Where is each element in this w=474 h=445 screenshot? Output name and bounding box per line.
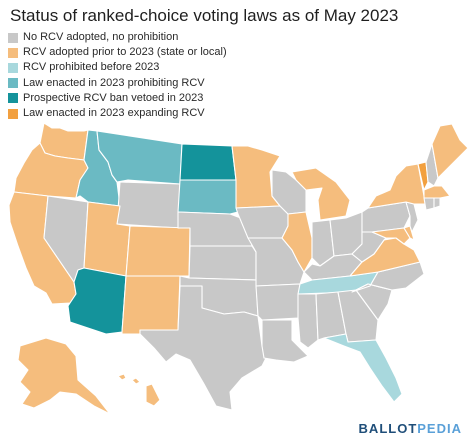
state-RI — [433, 197, 441, 209]
state-FL — [323, 333, 403, 403]
state-NY — [367, 163, 427, 209]
state-IL — [281, 211, 313, 273]
legend: No RCV adopted, no prohibition RCV adopt… — [8, 30, 227, 121]
legend-swatch — [8, 47, 18, 58]
legend-item-none: No RCV adopted, no prohibition — [8, 30, 227, 45]
state-ME — [431, 123, 469, 179]
state-CO — [125, 225, 191, 277]
legend-label: RCV adopted prior to 2023 (state or loca… — [23, 46, 227, 59]
state-AK — [17, 337, 111, 415]
state-NM — [121, 275, 181, 335]
state-HI — [117, 373, 161, 407]
state-KS — [188, 245, 257, 281]
legend-swatch — [8, 32, 18, 43]
legend-label: RCV prohibited before 2023 — [23, 61, 160, 74]
state-SD — [177, 179, 239, 215]
legend-label: No RCV adopted, no prohibition — [23, 31, 179, 43]
legend-swatch — [8, 93, 18, 104]
state-LA — [261, 319, 309, 363]
legend-label: Prospective RCV ban vetoed in 2023 — [23, 91, 204, 104]
state-MN — [231, 145, 281, 209]
legend-item-ban-prior: RCV prohibited before 2023 — [8, 60, 227, 75]
state-TX — [139, 285, 269, 411]
state-AR — [255, 283, 301, 321]
map-title: Status of ranked-choice voting laws as o… — [10, 6, 399, 25]
state-MI — [291, 167, 351, 221]
state-NC — [351, 261, 425, 293]
legend-swatch — [8, 62, 18, 73]
legend-swatch — [8, 108, 18, 119]
state-DE — [403, 225, 415, 241]
state-WY — [116, 181, 181, 229]
legend-item-rcv-prior: RCV adopted prior to 2023 (state or loca… — [8, 45, 227, 60]
state-MS — [297, 293, 319, 349]
state-CT — [423, 197, 435, 211]
legend-item-ban-2023: Law enacted in 2023 prohibiting RCV — [8, 76, 227, 91]
legend-label: Law enacted in 2023 prohibiting RCV — [23, 76, 205, 89]
legend-swatch — [8, 78, 18, 89]
legend-item-expand-2023: Law enacted in 2023 expanding RCV — [8, 106, 227, 121]
state-ND — [179, 143, 237, 181]
state-AZ — [67, 267, 127, 335]
ballotpedia-logo: BALLOTPEDIA — [358, 421, 462, 436]
legend-label: Law enacted in 2023 expanding RCV — [23, 106, 205, 119]
state-MA — [423, 185, 451, 199]
legend-item-veto-2023: Prospective RCV ban vetoed in 2023 — [8, 91, 227, 106]
state-NH — [425, 143, 439, 187]
